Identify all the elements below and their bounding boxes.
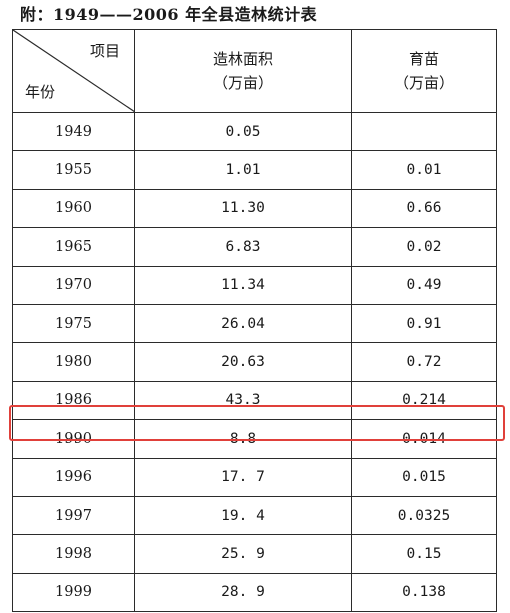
forest-area-cell: 8.8	[134, 419, 352, 459]
table-row: 1998 25. 9 0.15	[12, 534, 497, 574]
forestation-table: 项目 年份 造林面积 （万亩） 育苗 （万亩） 1949 0.05 1955 1…	[12, 29, 497, 613]
forest-area-cell: 19. 4	[134, 495, 352, 536]
header-row: 项目 年份 造林面积 （万亩） 育苗 （万亩）	[12, 29, 497, 113]
nursery-cell: 0.014	[351, 419, 497, 459]
year-cell: 1970	[12, 265, 135, 305]
year-cell: 1998	[12, 534, 135, 574]
forest-area-header-unit: （万亩）	[212, 74, 273, 92]
year-cell: 1986	[12, 380, 135, 421]
nursery-cell: 0.138	[351, 572, 497, 613]
year-cell: 1990	[12, 419, 135, 459]
forest-area-cell: 43.3	[134, 380, 352, 421]
year-cell: 1980	[12, 342, 135, 382]
table-row: 1949 0.05	[12, 111, 497, 152]
forest-area-cell: 1.01	[134, 150, 352, 190]
table-row: 1955 1.01 0.01	[12, 150, 497, 190]
year-cell: 1965	[12, 227, 135, 267]
forest-area-cell: 11.30	[134, 188, 352, 229]
table-row: 1965 6.83 0.02	[12, 227, 497, 267]
nursery-cell: 0.02	[351, 227, 497, 267]
table-row: 1970 11.34 0.49	[12, 265, 497, 305]
table-row: 1980 20.63 0.72	[12, 342, 497, 382]
diagonal-divider	[13, 30, 135, 112]
nursery-header: 育苗 （万亩）	[351, 29, 497, 113]
table-row: 1975 26.04 0.91	[12, 303, 497, 344]
corner-header-cell: 项目 年份	[12, 29, 135, 113]
table-row: 1997 19. 4 0.0325	[12, 495, 497, 536]
forest-area-header-title: 造林面积	[212, 50, 273, 68]
year-cell: 1996	[12, 457, 135, 497]
forest-area-cell: 11.34	[134, 265, 352, 305]
nursery-cell: 0.015	[351, 457, 497, 497]
year-cell: 1997	[12, 495, 135, 536]
nursery-cell: 0.15	[351, 534, 497, 574]
nursery-header-unit: （万亩）	[393, 74, 454, 92]
table-row: 1999 28. 9 0.138	[12, 572, 497, 613]
nursery-cell: 0.72	[351, 342, 497, 382]
forest-area-cell: 26.04	[134, 303, 352, 344]
forest-area-cell: 6.83	[134, 227, 352, 267]
forest-area-cell: 28. 9	[134, 572, 352, 613]
nursery-header-title: 育苗	[408, 50, 439, 68]
table-title: 附：1949——2006 年全县造林统计表	[20, 5, 318, 24]
year-cell: 1975	[12, 303, 135, 344]
table-row: 1960 11.30 0.66	[12, 188, 497, 229]
year-cell: 1955	[12, 150, 135, 190]
year-cell: 1960	[12, 188, 135, 229]
nursery-cell: 0.66	[351, 188, 497, 229]
nursery-cell: 0.214	[351, 380, 497, 421]
corner-item-label: 项目	[89, 42, 120, 60]
corner-year-label: 年份	[25, 83, 56, 101]
nursery-cell: 0.49	[351, 265, 497, 305]
nursery-cell	[351, 111, 497, 152]
table-row-highlighted: 1990 8.8 0.014	[12, 419, 497, 459]
forest-area-header: 造林面积 （万亩）	[134, 29, 352, 113]
forest-area-cell: 20.63	[134, 342, 352, 382]
forest-area-cell: 25. 9	[134, 534, 352, 574]
nursery-cell: 0.91	[351, 303, 497, 344]
forest-area-cell: 17. 7	[134, 457, 352, 497]
year-cell: 1999	[12, 572, 135, 613]
nursery-cell: 0.01	[351, 150, 497, 190]
nursery-cell: 0.0325	[351, 495, 497, 536]
forest-area-cell: 0.05	[134, 111, 352, 152]
table-row: 1996 17. 7 0.015	[12, 457, 497, 497]
table-row: 1986 43.3 0.214	[12, 380, 497, 421]
year-cell: 1949	[12, 111, 135, 152]
